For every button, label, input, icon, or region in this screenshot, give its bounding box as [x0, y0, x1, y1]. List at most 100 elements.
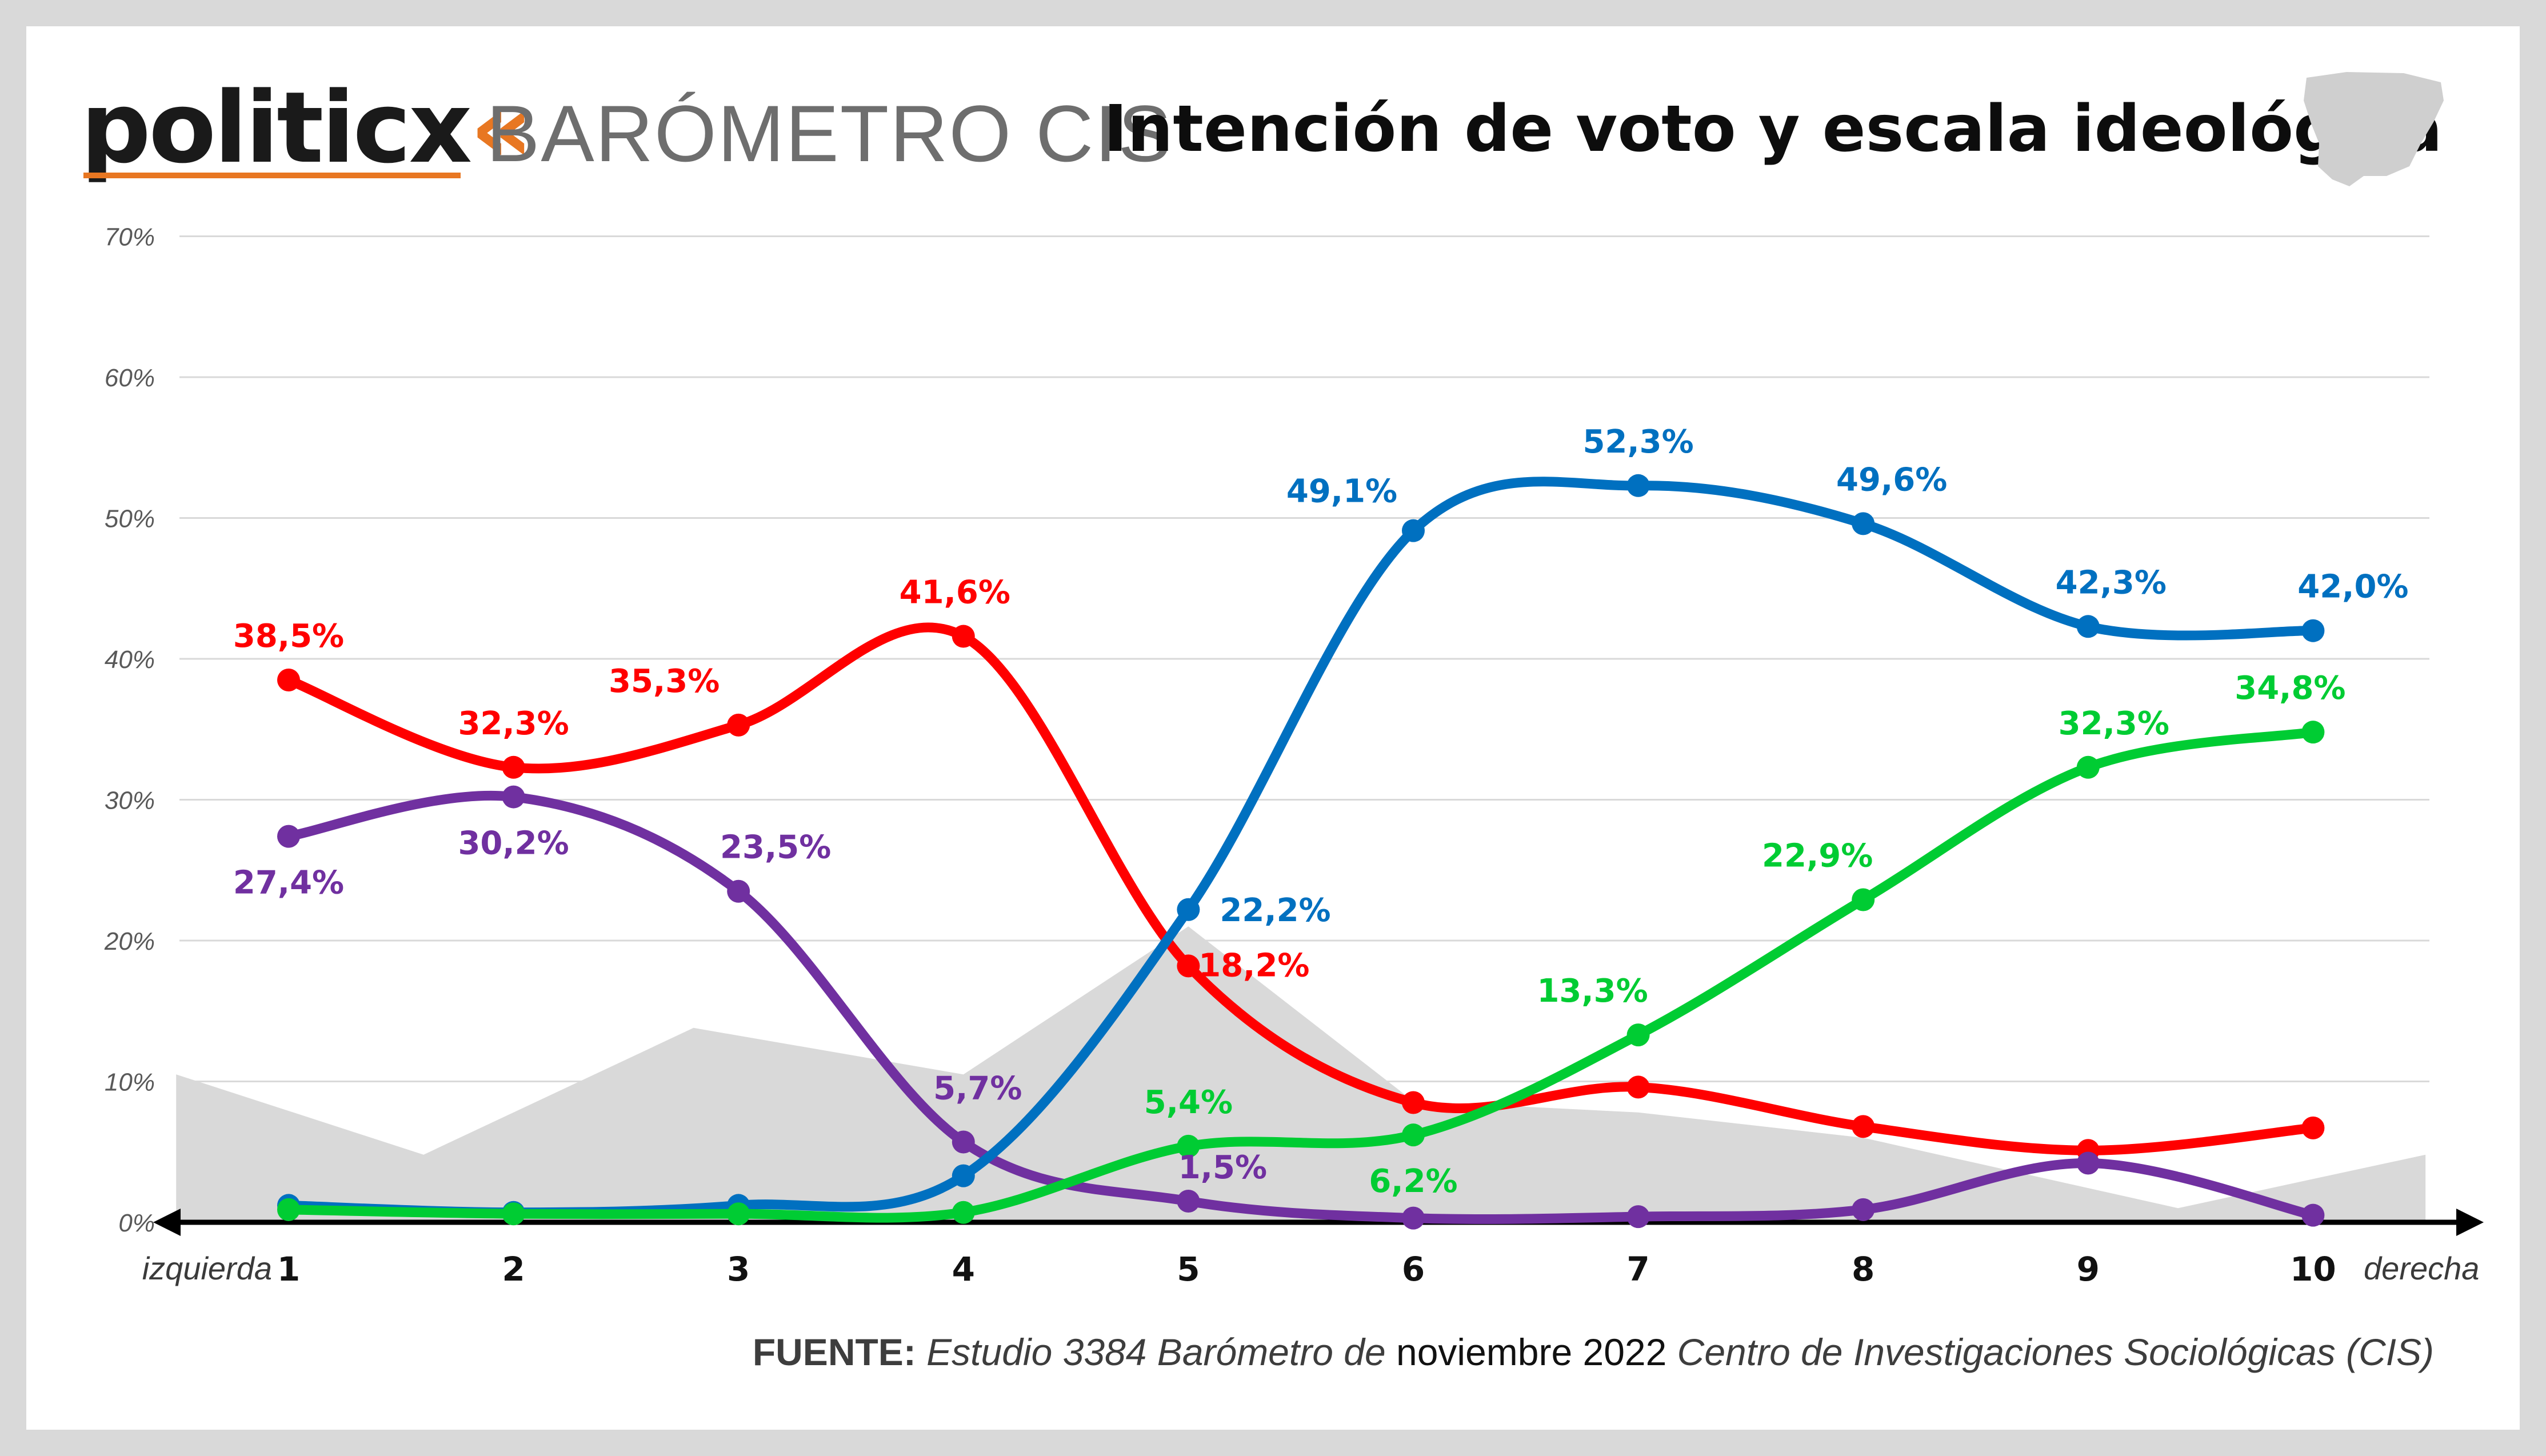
series-line-green	[283, 727, 2318, 1223]
data-point-purple	[1852, 1198, 1875, 1221]
data-label-purple: 27,4%	[233, 865, 344, 902]
chart: 0% 10% 20% 30% 40% 50% 60% 70% 1 2 3 4 5 6 7 8 9 10 izqui…	[104, 72, 2484, 1289]
data-point-red	[952, 625, 975, 648]
data-label-blue: 52,3%	[1582, 423, 1693, 461]
x-tick-label: 6	[1402, 1250, 1425, 1289]
data-point-green	[2301, 721, 2325, 744]
x-tick-label: 7	[1626, 1250, 1649, 1289]
series-line-red	[283, 622, 2318, 1155]
brand-chevron-icon: «	[470, 70, 533, 185]
axis-arrow-left-icon	[153, 1209, 181, 1236]
data-point-blue	[1626, 474, 1650, 497]
data-label-green: 34,8%	[2235, 670, 2345, 707]
x-tick-label: 5	[1177, 1250, 1200, 1289]
data-label-red: 35,3%	[609, 663, 720, 700]
data-label-green: 13,3%	[1537, 973, 1648, 1010]
data-point-green	[502, 1202, 525, 1226]
data-label-red: 32,3%	[458, 705, 569, 742]
data-point-blue	[1402, 519, 1425, 542]
spain-map-icon	[2304, 72, 2444, 186]
y-tick-label: 40%	[105, 646, 155, 674]
chart-title: Intención de voto y escala ideológica	[1104, 92, 2443, 166]
source-study: Estudio 3384 Barómetro de	[926, 1331, 1386, 1373]
data-point-blue	[952, 1164, 975, 1187]
data-point-green	[952, 1201, 975, 1224]
data-label-green: 32,3%	[2059, 705, 2169, 742]
y-tick-label: 60%	[105, 364, 155, 392]
data-point-red	[2301, 1116, 2325, 1139]
data-point-red	[1177, 954, 1200, 978]
x-tick-label: 10	[2290, 1250, 2336, 1289]
data-point-blue	[2076, 615, 2100, 638]
series-purple	[277, 785, 2325, 1230]
x-tick-label: 4	[952, 1250, 975, 1289]
data-point-purple	[1177, 1190, 1200, 1213]
data-point-purple	[952, 1130, 975, 1154]
spain-map-shape	[2304, 72, 2444, 186]
data-point-green	[1177, 1134, 1200, 1158]
data-point-blue	[2301, 619, 2325, 642]
data-label-blue: 49,6%	[1836, 461, 1947, 498]
data-point-purple	[277, 825, 300, 848]
data-point-red	[1626, 1075, 1650, 1099]
data-point-blue	[1852, 512, 1875, 535]
data-point-red	[1402, 1091, 1425, 1114]
series-red	[277, 622, 2325, 1162]
brand-name: politicx	[81, 70, 472, 185]
data-point-green	[277, 1198, 300, 1221]
data-label-red: 41,6%	[900, 574, 1010, 611]
source-note: FUENTE: Estudio 3384 Barómetro de noviem…	[753, 1333, 2434, 1371]
series-line-purple	[283, 790, 2318, 1225]
data-point-blue	[1177, 898, 1200, 921]
data-label-red: 18,2%	[1198, 947, 1309, 984]
y-tick-label: 30%	[105, 787, 155, 815]
data-label-purple: 30,2%	[458, 825, 569, 862]
background-area	[176, 926, 2426, 1222]
data-label-green: 6,2%	[1369, 1163, 1457, 1200]
data-label-green: 22,9%	[1762, 838, 1873, 875]
data-point-purple	[502, 785, 525, 809]
source-org: Centro de Investigaciones Sociológicas (…	[1677, 1331, 2434, 1373]
axis-arrow-right-icon	[2456, 1209, 2484, 1236]
x-tick-label: 8	[1852, 1250, 1874, 1289]
x-tick-label: 1	[277, 1250, 300, 1289]
card: politicx« BARÓMETRO CIS Intención de vot…	[26, 26, 2520, 1430]
data-label-purple: 1,5%	[1178, 1149, 1267, 1186]
data-point-green	[2076, 755, 2100, 779]
data-label-purple: 5,7%	[933, 1070, 1022, 1107]
data-label-blue: 42,0%	[2297, 569, 2408, 606]
data-point-green	[1626, 1023, 1650, 1047]
source-label: FUENTE:	[752, 1331, 916, 1373]
y-tick-label: 10%	[105, 1069, 155, 1097]
data-point-red	[277, 668, 300, 691]
x-label-left: izquierda	[142, 1250, 272, 1286]
data-label-green: 5,4%	[1144, 1084, 1233, 1121]
data-label-red: 38,5%	[233, 618, 344, 655]
data-point-green	[727, 1202, 750, 1226]
x-label-right: derecha	[2364, 1250, 2479, 1286]
x-tick-label: 3	[727, 1250, 750, 1289]
data-point-purple	[2076, 1151, 2100, 1175]
data-label-purple: 23,5%	[720, 829, 831, 866]
data-point-purple	[727, 879, 750, 903]
y-tick-label: 70%	[105, 223, 155, 251]
series-green	[277, 721, 2325, 1226]
source-date: noviembre 2022	[1396, 1331, 1667, 1373]
data-label-blue: 49,1%	[1286, 473, 1397, 510]
y-tick-label: 0%	[118, 1209, 155, 1237]
data-point-purple	[1402, 1206, 1425, 1230]
x-tick-label: 9	[2077, 1250, 2100, 1289]
data-point-red	[1852, 1115, 1875, 1138]
data-label-blue: 42,3%	[2056, 564, 2167, 601]
y-tick-label: 50%	[105, 505, 155, 533]
data-point-red	[502, 755, 525, 779]
data-point-green	[1402, 1123, 1425, 1147]
report-name: BARÓMETRO CIS	[486, 89, 1173, 178]
y-tick-label: 20%	[104, 927, 155, 955]
data-point-red	[727, 713, 750, 737]
brand-logo: politicx«	[81, 79, 533, 177]
data-point-green	[1852, 888, 1875, 911]
data-label-blue: 22,2%	[1220, 892, 1330, 929]
data-point-purple	[2301, 1203, 2325, 1227]
brand-underline	[83, 173, 461, 178]
